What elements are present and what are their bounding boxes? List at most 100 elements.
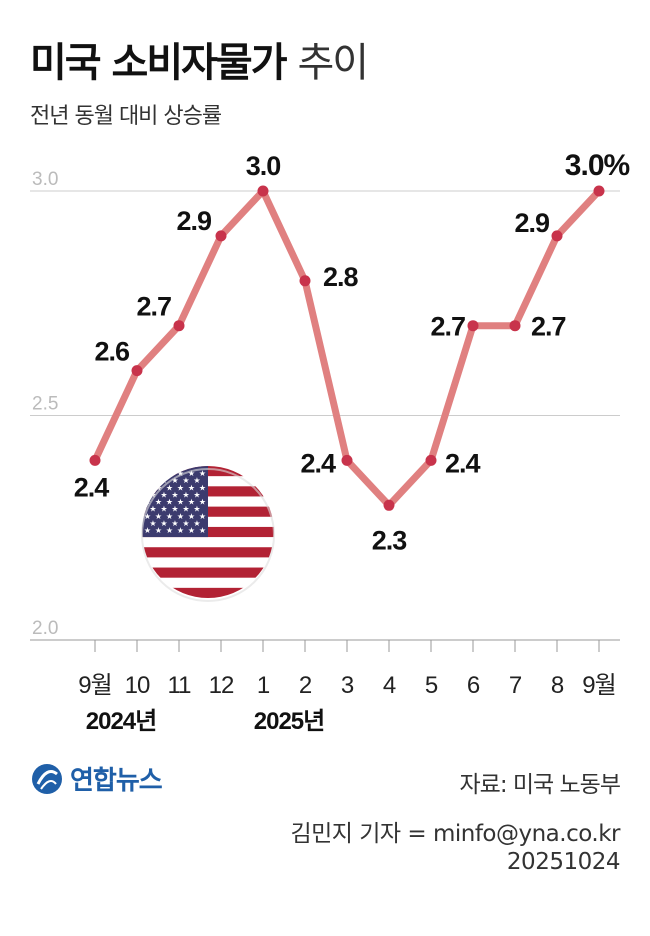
data-point bbox=[89, 454, 101, 466]
x-tick-label: 2 bbox=[299, 672, 312, 699]
flag-star: ★ bbox=[144, 469, 151, 478]
x-tick-label: 9월 bbox=[582, 672, 615, 699]
flag-star: ★ bbox=[188, 498, 195, 507]
flag-star: ★ bbox=[171, 505, 178, 514]
logo-text: 연합뉴스 bbox=[70, 766, 163, 796]
us-flag-icon: ★ ★ ★ ★ ★ ★★ ★ ★ ★ ★★ ★ ★ ★ ★ ★★ ★ ★ ★ ★★ ★ ★ ★ ★ ★★ ★ ★ ★ ★★ ★ ★ ★ ★ ★★… bbox=[141, 466, 275, 602]
flag-star: ★ bbox=[182, 490, 189, 499]
flag-star: ★ bbox=[171, 519, 178, 528]
year-label: 2025년 bbox=[254, 708, 324, 735]
flag-star: ★ bbox=[155, 526, 162, 535]
x-tick-label: 4 bbox=[383, 672, 396, 699]
flag-star: ★ bbox=[199, 483, 206, 492]
flag-star: ★ bbox=[155, 498, 162, 507]
flag-star: ★ bbox=[155, 469, 162, 478]
chart-subtitle: 전년 동월 대비 상승률 bbox=[30, 104, 222, 129]
flag-star: ★ bbox=[149, 505, 156, 514]
flag-shadow bbox=[141, 468, 275, 602]
y-tick-label: 3.0 bbox=[32, 169, 58, 190]
data-point bbox=[215, 230, 227, 242]
flag-star: ★ bbox=[144, 512, 151, 521]
flag-star: ★ bbox=[171, 476, 178, 485]
x-tick-label: 10 bbox=[125, 672, 150, 699]
flag-star: ★ bbox=[177, 526, 184, 535]
flag-star: ★ bbox=[171, 490, 178, 499]
x-tick-label: 6 bbox=[467, 672, 480, 699]
flag-star: ★ bbox=[193, 519, 200, 528]
data-label: 2.3 bbox=[372, 525, 408, 555]
flag-star: ★ bbox=[149, 476, 156, 485]
data-label: 2.6 bbox=[94, 337, 130, 367]
flag-star: ★ bbox=[199, 526, 206, 535]
data-label: 2.8 bbox=[323, 262, 359, 292]
flag-star: ★ bbox=[144, 483, 151, 492]
y-tick-label: 2.0 bbox=[32, 618, 58, 639]
data-label: 2.7 bbox=[531, 312, 566, 342]
title-light: 추이 bbox=[297, 40, 369, 86]
flag-star: ★ bbox=[199, 469, 206, 478]
flag-star: ★ bbox=[149, 519, 156, 528]
flag-star: ★ bbox=[199, 512, 206, 521]
flag-star: ★ bbox=[177, 498, 184, 507]
data-point bbox=[341, 454, 353, 466]
chart-title: 미국 소비자물가 추이 bbox=[30, 30, 369, 88]
flag-star: ★ bbox=[193, 490, 200, 499]
flag-star: ★ bbox=[182, 505, 189, 514]
flag-star: ★ bbox=[155, 512, 162, 521]
flag-star: ★ bbox=[193, 505, 200, 514]
date-code: 20251024 bbox=[506, 849, 621, 875]
flag-star: ★ bbox=[177, 483, 184, 492]
yonhap-globe-icon bbox=[32, 763, 62, 794]
data-point bbox=[257, 185, 269, 197]
data-label: 3.0 bbox=[246, 151, 281, 181]
flag-star: ★ bbox=[160, 505, 167, 514]
x-tick-label: 8 bbox=[551, 672, 564, 699]
flag-star: ★ bbox=[188, 483, 195, 492]
flag-star: ★ bbox=[199, 498, 206, 507]
title-main: 미국 소비자물가 bbox=[30, 40, 288, 86]
data-label: 2.9 bbox=[514, 208, 550, 238]
byline: 김민지 기자 = minfo@yna.co.kr bbox=[290, 821, 620, 847]
x-tick-label: 7 bbox=[509, 672, 522, 699]
flag-body: ★ ★ ★ ★ ★ ★★ ★ ★ ★ ★★ ★ ★ ★ ★ ★★ ★ ★ ★ ★★ ★ ★ ★ ★ ★★ ★ ★ ★ ★★ ★ ★ ★ ★ ★★… bbox=[142, 466, 274, 598]
flag-stripe bbox=[142, 547, 274, 558]
data-point bbox=[467, 320, 479, 332]
flag-star: ★ bbox=[182, 519, 189, 528]
flag-star: ★ bbox=[166, 526, 173, 535]
data-point bbox=[509, 320, 521, 332]
x-tick-label: 11 bbox=[168, 672, 192, 699]
x-tick-label: 3 bbox=[341, 672, 354, 699]
flag-star: ★ bbox=[166, 483, 173, 492]
credit: 김민지 기자 = minfo@yna.co.kr 20251024 bbox=[290, 820, 620, 876]
data-point bbox=[131, 365, 143, 377]
flag-star: ★ bbox=[188, 526, 195, 535]
data-point bbox=[551, 230, 563, 242]
flag-star: ★ bbox=[166, 512, 173, 521]
yonhap-logo: 연합뉴스 bbox=[30, 760, 163, 797]
data-point bbox=[299, 275, 311, 287]
flag-star: ★ bbox=[188, 512, 195, 521]
y-tick-label: 2.5 bbox=[32, 394, 58, 415]
flag-star: ★ bbox=[193, 476, 200, 485]
x-tick-label: 9월 bbox=[78, 672, 111, 699]
flag-star: ★ bbox=[177, 512, 184, 521]
data-point bbox=[173, 320, 185, 332]
flag-stripe bbox=[142, 567, 274, 578]
data-label: 2.7 bbox=[430, 312, 465, 342]
flag-star: ★ bbox=[177, 469, 184, 478]
flag-star: ★ bbox=[166, 498, 173, 507]
data-label: 2.4 bbox=[74, 472, 110, 502]
x-tick-label: 12 bbox=[209, 672, 234, 699]
flag-star: ★ bbox=[160, 519, 167, 528]
data-point bbox=[383, 499, 395, 511]
data-label: 2.4 bbox=[300, 448, 336, 478]
data-label: 2.9 bbox=[176, 206, 212, 236]
flag-star: ★ bbox=[160, 490, 167, 499]
flag-star: ★ bbox=[144, 526, 151, 535]
data-label: 2.4 bbox=[445, 448, 481, 478]
data-label: 2.7 bbox=[136, 292, 171, 322]
x-tick-label: 1 bbox=[257, 672, 270, 699]
line-chart: 2.02.53.0 ★ ★ ★ ★ ★ ★★ ★ ★ ★ ★★ ★ ★ ★ ★ ★★ ★ ★ ★ ★★ ★ ★ ★ ★ ★★ ★… bbox=[30, 149, 631, 735]
x-tick-label: 5 bbox=[425, 672, 438, 699]
flag-star: ★ bbox=[188, 469, 195, 478]
